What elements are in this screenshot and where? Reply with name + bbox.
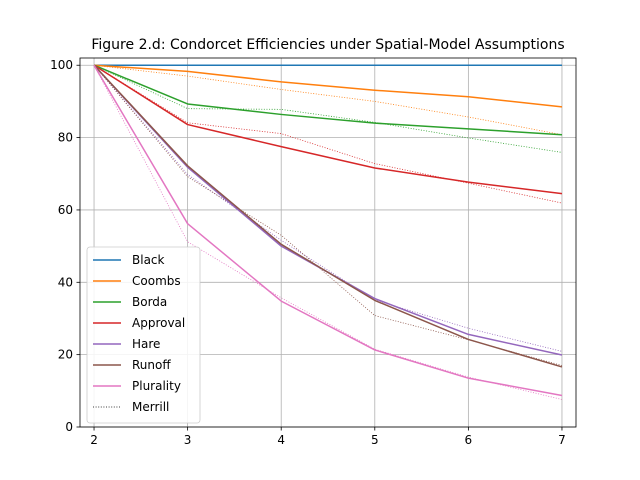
series-line-approval	[93, 64, 563, 195]
y-tick-label-0: 0	[65, 420, 73, 434]
legend-label-borda: Borda	[132, 295, 167, 309]
y-tick-label-20: 20	[58, 348, 73, 362]
y-tick-label-60: 60	[58, 203, 73, 217]
x-tick-label-2: 2	[90, 433, 98, 447]
legend-label-approval: Approval	[132, 316, 185, 330]
legend-label-plurality: Plurality	[132, 379, 181, 393]
y-tick-label-80: 80	[58, 131, 73, 145]
x-tick-label-3: 3	[184, 433, 192, 447]
merrill-line-3	[93, 64, 563, 352]
merrill-line-5	[93, 65, 563, 400]
y-tick-label-100: 100	[50, 58, 73, 72]
plot-frame	[79, 57, 577, 428]
y-tick-label-40: 40	[58, 275, 73, 289]
series-line-plurality	[93, 64, 563, 397]
series-lines	[93, 64, 563, 397]
series-line-borda	[93, 64, 563, 136]
x-tick-label-7: 7	[558, 433, 566, 447]
legend-label-hare: Hare	[132, 337, 160, 351]
merrill-line-2	[93, 64, 563, 204]
y-axis: 0 20 40 60 80 100	[50, 58, 80, 434]
legend-box	[86, 246, 201, 424]
merrill-line-0	[93, 64, 563, 136]
series-line-runoff	[93, 64, 563, 368]
legend-label-runoff: Runoff	[132, 358, 171, 372]
x-axis: 2 3 4 5 6 7	[90, 427, 566, 447]
legend: Black Coombs Borda Approval Hare Runoff Plural…	[86, 246, 201, 424]
legend-label-black: Black	[132, 253, 165, 267]
legend-label-coombs: Coombs	[132, 274, 181, 288]
legend-label-merrill: Merrill	[132, 400, 169, 414]
x-tick-label-5: 5	[371, 433, 379, 447]
merrill-line-1	[93, 64, 563, 153]
chart-title: Figure 2.d: Condorcet Efficiencies under…	[91, 37, 564, 53]
x-tick-label-6: 6	[465, 433, 473, 447]
series-line-coombs	[93, 64, 563, 108]
x-tick-label-4: 4	[277, 433, 285, 447]
